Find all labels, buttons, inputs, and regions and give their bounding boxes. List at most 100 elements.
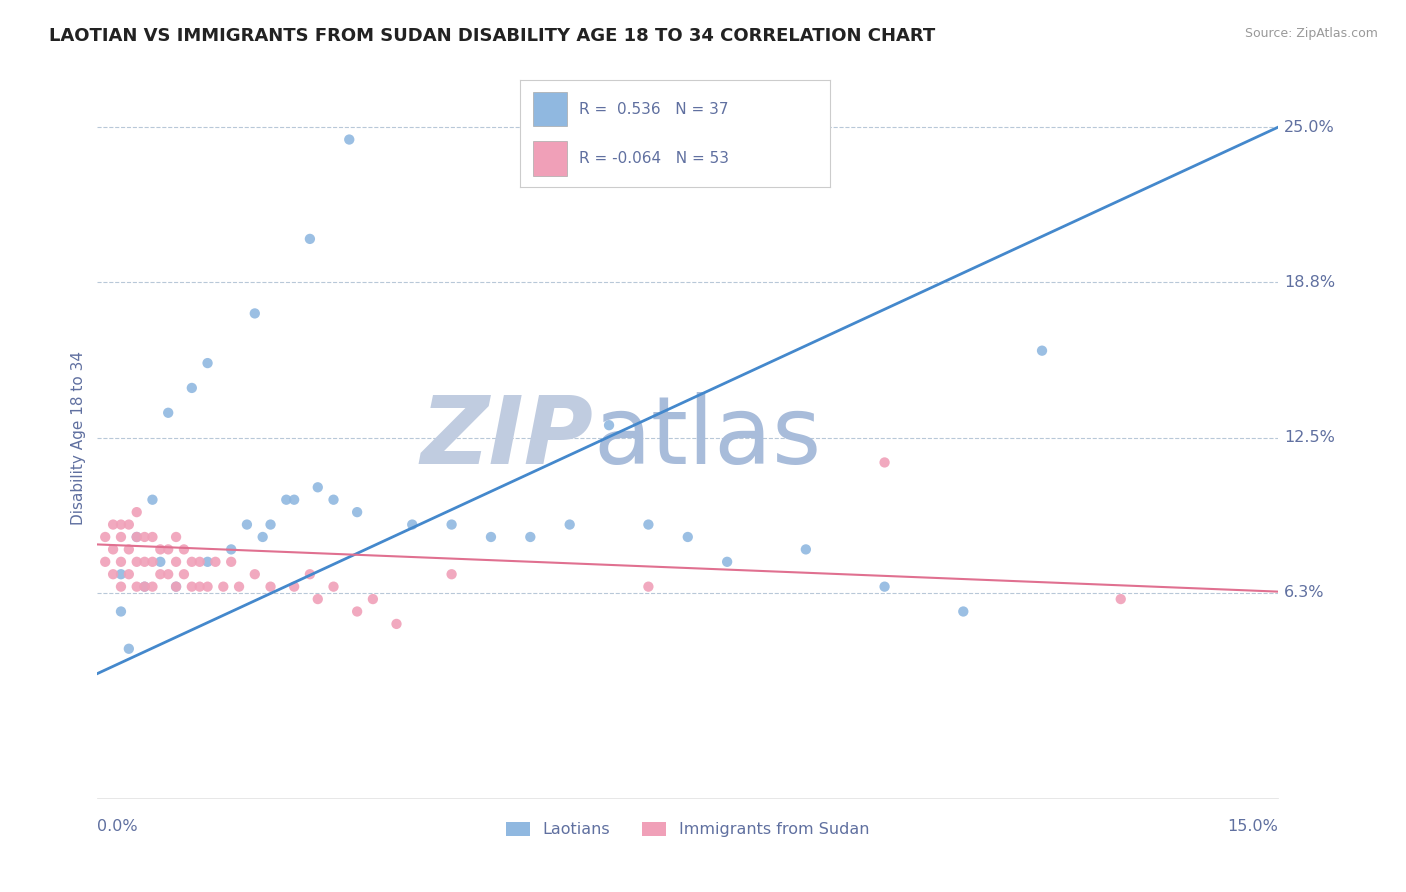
Point xyxy=(298,567,321,582)
Point xyxy=(519,530,541,544)
Point xyxy=(165,530,187,544)
Point xyxy=(637,580,659,594)
Point xyxy=(165,555,187,569)
Bar xyxy=(533,141,567,176)
Text: 12.5%: 12.5% xyxy=(1284,430,1334,445)
Point xyxy=(1031,343,1053,358)
Legend: Laotians, Immigrants from Sudan: Laotians, Immigrants from Sudan xyxy=(499,815,876,844)
Point xyxy=(346,505,368,519)
Point xyxy=(212,580,235,594)
Point xyxy=(165,580,187,594)
Point xyxy=(101,517,124,532)
Point xyxy=(125,530,148,544)
Point xyxy=(180,580,202,594)
Bar xyxy=(533,92,567,127)
Point xyxy=(401,517,423,532)
Point xyxy=(141,530,163,544)
Point xyxy=(197,580,219,594)
Point xyxy=(479,530,502,544)
Text: R = -0.064   N = 53: R = -0.064 N = 53 xyxy=(579,151,728,166)
Point xyxy=(322,492,344,507)
Point xyxy=(94,555,117,569)
Point xyxy=(259,580,281,594)
Point xyxy=(110,567,132,582)
Point xyxy=(118,517,141,532)
Point xyxy=(110,605,132,619)
Point xyxy=(598,418,620,433)
Point xyxy=(101,567,124,582)
Point xyxy=(794,542,817,557)
Point xyxy=(180,555,202,569)
Point xyxy=(219,555,242,569)
Point xyxy=(110,555,132,569)
Point xyxy=(110,580,132,594)
Point xyxy=(134,555,156,569)
Text: R =  0.536   N = 37: R = 0.536 N = 37 xyxy=(579,102,728,117)
Text: ZIP: ZIP xyxy=(420,392,593,483)
Point xyxy=(283,580,305,594)
Point xyxy=(125,580,148,594)
Point xyxy=(125,505,148,519)
Text: 18.8%: 18.8% xyxy=(1284,275,1336,290)
Point xyxy=(440,567,463,582)
Point xyxy=(94,530,117,544)
Point xyxy=(204,555,226,569)
Point xyxy=(149,555,172,569)
Point xyxy=(165,580,187,594)
Point xyxy=(149,567,172,582)
Y-axis label: Disability Age 18 to 34: Disability Age 18 to 34 xyxy=(72,351,86,524)
Point xyxy=(252,530,274,544)
Point xyxy=(197,356,219,370)
Point xyxy=(134,530,156,544)
Point xyxy=(228,580,250,594)
Point xyxy=(110,530,132,544)
Point xyxy=(141,580,163,594)
Point xyxy=(188,555,211,569)
Point xyxy=(118,567,141,582)
Point xyxy=(149,542,172,557)
Point xyxy=(952,605,974,619)
Point xyxy=(157,406,180,420)
Point xyxy=(188,580,211,594)
Point xyxy=(118,641,141,656)
Point xyxy=(307,592,329,607)
Point xyxy=(385,616,408,631)
Point xyxy=(716,555,738,569)
Point xyxy=(243,567,266,582)
Text: 25.0%: 25.0% xyxy=(1284,120,1334,135)
Point xyxy=(141,555,163,569)
Point xyxy=(157,542,180,557)
Point xyxy=(141,492,163,507)
Point xyxy=(118,542,141,557)
Point xyxy=(219,542,242,557)
Point xyxy=(134,580,156,594)
Text: atlas: atlas xyxy=(593,392,821,483)
Point xyxy=(276,492,298,507)
Point xyxy=(125,555,148,569)
Point xyxy=(1109,592,1132,607)
Text: 15.0%: 15.0% xyxy=(1227,820,1278,834)
Text: 6.3%: 6.3% xyxy=(1284,585,1324,600)
Point xyxy=(157,567,180,582)
Point xyxy=(337,132,360,146)
Point xyxy=(243,306,266,320)
Text: Source: ZipAtlas.com: Source: ZipAtlas.com xyxy=(1244,27,1378,40)
Point xyxy=(134,580,156,594)
Point xyxy=(259,517,281,532)
Point xyxy=(298,232,321,246)
Point xyxy=(180,381,202,395)
Point xyxy=(346,605,368,619)
Point xyxy=(637,517,659,532)
Point xyxy=(101,542,124,557)
Point xyxy=(873,580,896,594)
Point xyxy=(873,455,896,469)
Point xyxy=(173,542,195,557)
Point xyxy=(197,555,219,569)
Point xyxy=(125,530,148,544)
Point xyxy=(558,517,581,532)
Point xyxy=(307,480,329,494)
Point xyxy=(676,530,699,544)
Point xyxy=(283,492,305,507)
Point xyxy=(173,567,195,582)
Point xyxy=(110,517,132,532)
